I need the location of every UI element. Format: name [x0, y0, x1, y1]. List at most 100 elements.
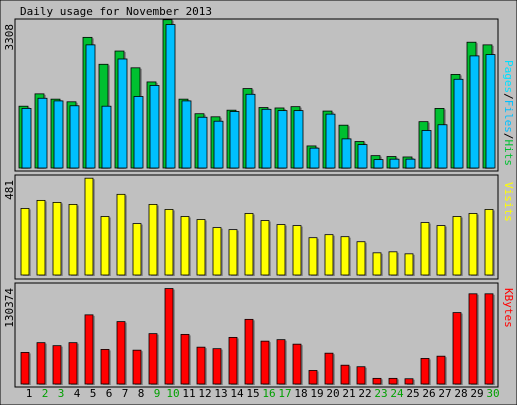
files-bar	[437, 124, 448, 169]
files-bar	[117, 58, 128, 169]
day-label: 25	[406, 387, 419, 400]
day-label: 24	[390, 387, 404, 400]
files-bar	[293, 110, 304, 169]
kbytes-bar	[52, 345, 62, 385]
files-bar	[213, 120, 224, 169]
files-bar	[197, 116, 208, 169]
kbytes-bar	[324, 352, 334, 385]
files-bar	[181, 100, 192, 169]
day-label: 3	[58, 387, 65, 400]
day-label: 20	[326, 387, 339, 400]
panel-frame-2	[14, 174, 499, 280]
kbytes-bar	[388, 377, 398, 385]
kbytes-bar	[404, 378, 414, 385]
visits-bar	[132, 223, 142, 276]
day-label: 21	[342, 387, 355, 400]
visits-bar	[228, 229, 238, 276]
visits-bar	[372, 252, 382, 276]
files-bar	[341, 138, 352, 169]
kbytes-legend: KBytes	[502, 288, 515, 328]
visits-bar	[196, 219, 206, 276]
day-label: 28	[454, 387, 467, 400]
files-bar	[37, 97, 48, 169]
day-label: 12	[198, 387, 211, 400]
visits-bar	[180, 216, 190, 276]
day-label: 11	[182, 387, 195, 400]
kbytes-bar	[372, 377, 382, 385]
kbytes-bar	[260, 340, 270, 385]
day-label: 14	[230, 387, 244, 400]
day-label: 29	[470, 387, 483, 400]
visits-bar	[404, 253, 414, 276]
visits-panel: 481	[3, 177, 495, 276]
kbytes-bar	[308, 370, 318, 385]
max-value-label: 130374	[3, 288, 16, 328]
visits-bar	[260, 220, 270, 276]
files-bar	[85, 44, 96, 169]
files-bar	[485, 54, 496, 169]
kbytes-bar	[420, 358, 430, 385]
kbytes-bar	[212, 348, 222, 385]
files-bar	[373, 159, 384, 169]
visits-bar	[292, 225, 302, 276]
visits-bar	[308, 237, 318, 276]
legends: Pages/Files/Hits Visits KBytes	[502, 60, 515, 328]
files-bar	[229, 111, 240, 169]
files-bar	[325, 113, 336, 169]
day-label: 27	[438, 387, 451, 400]
visits-bar	[244, 213, 254, 276]
max-value-label: 3308	[3, 24, 16, 51]
files-bar	[21, 108, 32, 169]
files-bar	[53, 100, 64, 169]
hits-files-panel: 3308	[3, 19, 496, 170]
kbytes-bar	[244, 318, 254, 385]
visits-bar	[100, 216, 110, 276]
files-bar	[133, 96, 144, 169]
day-label: 17	[278, 387, 291, 400]
visits-bar	[20, 208, 30, 276]
kbytes-bar	[484, 293, 494, 385]
files-bar	[389, 158, 400, 169]
visits-bar	[436, 225, 446, 276]
day-label: 8	[138, 387, 145, 400]
kbytes-bar	[452, 312, 462, 385]
day-label: 26	[422, 387, 435, 400]
files-bar	[421, 130, 432, 169]
kbytes-bar	[468, 293, 478, 385]
chart-title: Daily usage for November 2013	[20, 5, 212, 18]
kbytes-bar	[356, 366, 366, 385]
files-bar	[245, 93, 256, 169]
visits-bar	[276, 224, 286, 276]
day-label: 9	[154, 387, 161, 400]
files-bar	[453, 78, 464, 169]
kbytes-bar	[292, 343, 302, 385]
visits-legend: Visits	[502, 182, 515, 222]
day-label: 22	[358, 387, 371, 400]
visits-bar	[84, 177, 94, 276]
files-bar	[165, 24, 176, 169]
kbytes-bar	[164, 288, 174, 385]
visits-bar	[148, 204, 158, 276]
files-bar	[261, 108, 272, 169]
visits-bar	[420, 222, 430, 276]
files-bar	[469, 55, 480, 169]
day-label: 2	[42, 387, 49, 400]
panel-frame-3	[14, 282, 499, 388]
day-label: 15	[246, 387, 259, 400]
visits-bar	[340, 236, 350, 276]
visits-bar	[36, 199, 46, 276]
visits-bar	[468, 213, 478, 276]
kbytes-bar	[436, 355, 446, 385]
panel-frame-1	[14, 18, 499, 172]
files-bar	[101, 105, 112, 169]
kbytes-bar	[84, 314, 94, 385]
kbytes-bar	[180, 333, 190, 385]
files-bar	[149, 85, 160, 169]
visits-bar	[68, 204, 78, 276]
files-bar	[277, 110, 288, 169]
kbytes-bar	[116, 321, 126, 385]
day-label: 23	[374, 387, 387, 400]
kbytes-bar	[340, 364, 350, 385]
visits-bar	[388, 251, 398, 276]
